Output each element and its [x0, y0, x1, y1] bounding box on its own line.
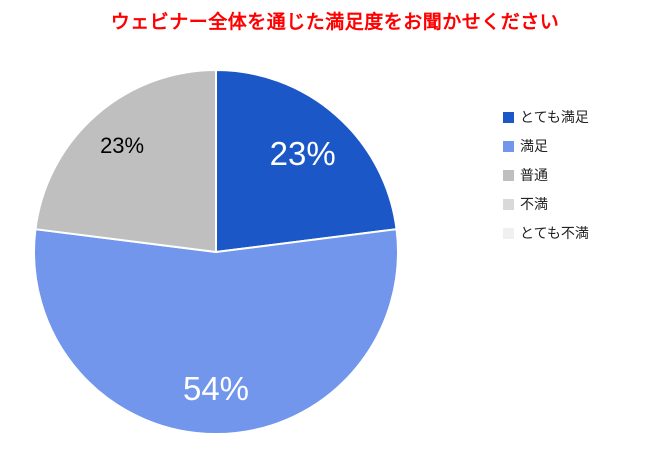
legend-swatch-satisfied [503, 140, 514, 152]
pie-data-label: 54% [183, 370, 249, 407]
legend-swatch-very-satisfied [503, 111, 514, 123]
legend-label-dissatisfied: 不満 [520, 196, 548, 212]
pie-data-label: 23% [100, 133, 144, 158]
legend-label-neutral: 普通 [520, 167, 548, 183]
pie-slice-1 [33, 228, 399, 435]
pie-data-label: 23% [270, 135, 336, 172]
legend-swatch-very-dissatisfied [503, 227, 514, 239]
legend: とても満足 満足 普通 不満 とても不満 [503, 107, 589, 252]
legend-swatch-neutral [503, 169, 514, 181]
legend-label-satisfied: 満足 [520, 138, 548, 154]
legend-item-satisfied: 満足 [503, 136, 589, 156]
pie-slice-2 [34, 68, 217, 254]
legend-label-very-satisfied: とても満足 [520, 109, 589, 125]
chart-title: ウェビナー全体を通じた満足度をお聞かせください [110, 12, 560, 33]
legend-item-very-satisfied: とても満足 [503, 107, 589, 127]
legend-item-dissatisfied: 不満 [503, 194, 589, 214]
legend-item-neutral: 普通 [503, 165, 589, 185]
pie-slice-0 [215, 68, 398, 254]
legend-item-very-dissatisfied: とても不満 [503, 223, 589, 243]
legend-label-very-dissatisfied: とても不満 [520, 225, 589, 241]
legend-swatch-dissatisfied [503, 198, 514, 210]
